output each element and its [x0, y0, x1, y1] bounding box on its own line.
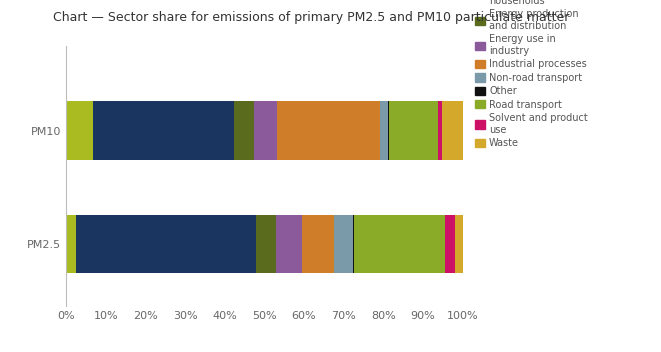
Bar: [66, 101, 93, 160]
Legend: Agriculture, Commercial,
institutional and
households, Energy production
and dis: Agriculture, Commercial, institutional a…: [475, 0, 588, 148]
Bar: [334, 214, 353, 274]
Bar: [254, 101, 277, 160]
Bar: [256, 214, 276, 274]
Bar: [76, 214, 256, 274]
Bar: [353, 214, 354, 274]
Bar: [66, 214, 76, 274]
Bar: [455, 214, 463, 274]
Bar: [388, 101, 389, 160]
Bar: [442, 101, 463, 160]
Bar: [234, 101, 254, 160]
Text: Chart — Sector share for emissions of primary PM2.5 and PM10 particulate matter: Chart — Sector share for emissions of pr…: [53, 11, 569, 24]
Bar: [354, 214, 446, 274]
Bar: [389, 101, 438, 160]
Bar: [277, 101, 380, 160]
Bar: [276, 214, 303, 274]
Bar: [438, 101, 442, 160]
Bar: [380, 101, 388, 160]
Bar: [93, 101, 234, 160]
Bar: [303, 214, 334, 274]
Bar: [446, 214, 455, 274]
